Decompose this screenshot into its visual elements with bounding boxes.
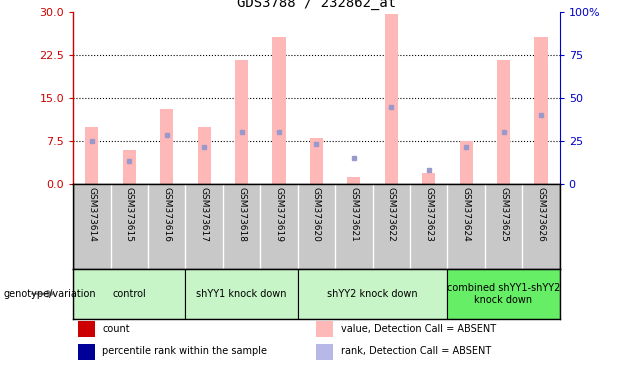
Text: GSM373617: GSM373617 — [200, 187, 209, 242]
Bar — [235, 60, 248, 184]
Text: GSM373620: GSM373620 — [312, 187, 321, 242]
Text: GSM373623: GSM373623 — [424, 187, 433, 242]
Text: GSM373619: GSM373619 — [275, 187, 284, 242]
Text: value, Detection Call = ABSENT: value, Detection Call = ABSENT — [341, 323, 496, 334]
Bar — [534, 37, 548, 184]
Bar — [422, 173, 435, 184]
Bar — [160, 109, 173, 184]
Text: combined shYY1-shYY2
knock down: combined shYY1-shYY2 knock down — [447, 283, 560, 305]
Text: GSM373622: GSM373622 — [387, 187, 396, 242]
Text: control: control — [113, 289, 146, 299]
Bar — [447, 269, 560, 319]
Bar — [298, 269, 447, 319]
Text: rank, Detection Call = ABSENT: rank, Detection Call = ABSENT — [341, 346, 491, 356]
Text: GSM373626: GSM373626 — [537, 187, 546, 242]
Bar — [497, 60, 510, 184]
Bar — [317, 321, 333, 337]
Text: GSM373624: GSM373624 — [462, 187, 471, 242]
Text: count: count — [102, 323, 130, 334]
Text: genotype/variation: genotype/variation — [3, 289, 96, 299]
Bar — [347, 177, 361, 184]
Text: shYY1 knock down: shYY1 knock down — [197, 289, 287, 299]
Bar — [198, 127, 211, 184]
Bar — [85, 127, 99, 184]
Text: GSM373621: GSM373621 — [349, 187, 358, 242]
Bar — [310, 138, 323, 184]
Text: GSM373614: GSM373614 — [87, 187, 96, 242]
Bar — [78, 321, 95, 337]
Bar — [123, 150, 136, 184]
Bar — [317, 344, 333, 360]
Bar — [385, 14, 398, 184]
Text: GSM373618: GSM373618 — [237, 187, 246, 242]
Text: percentile rank within the sample: percentile rank within the sample — [102, 346, 267, 356]
Text: shYY2 knock down: shYY2 knock down — [328, 289, 418, 299]
Bar — [73, 269, 186, 319]
Text: GSM373616: GSM373616 — [162, 187, 171, 242]
Title: GDS3788 / 232862_at: GDS3788 / 232862_at — [237, 0, 396, 10]
Text: GSM373625: GSM373625 — [499, 187, 508, 242]
Bar — [186, 269, 298, 319]
Bar — [460, 141, 473, 184]
Bar — [78, 344, 95, 360]
Text: GSM373615: GSM373615 — [125, 187, 134, 242]
Bar — [272, 37, 286, 184]
